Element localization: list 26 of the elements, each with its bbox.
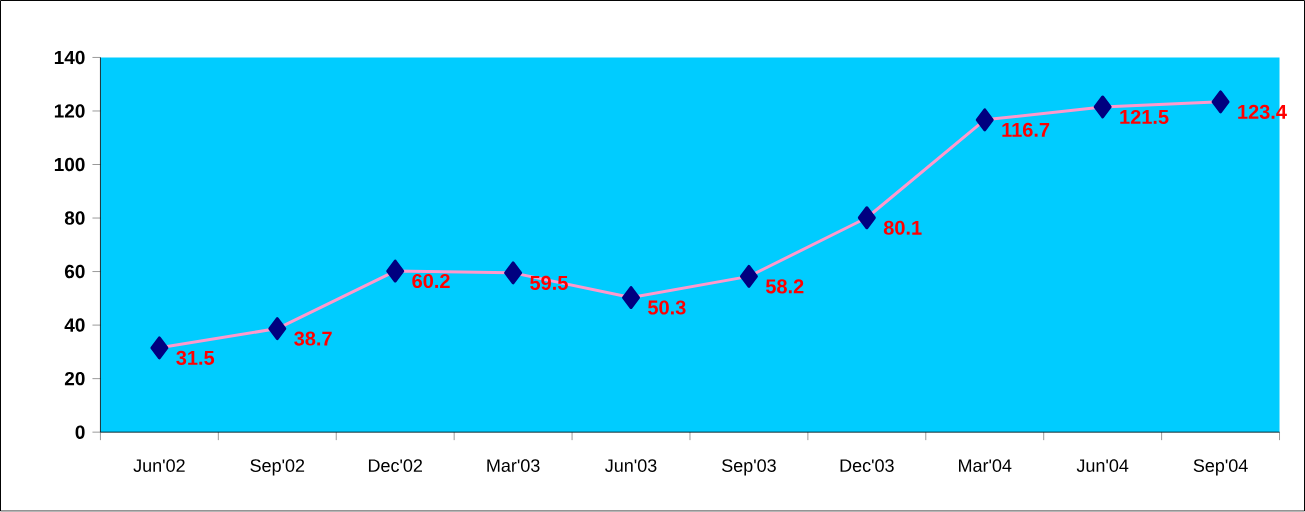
y-tick-label: 120 <box>54 104 85 118</box>
data-label: 121.5 <box>1120 110 1169 125</box>
data-label: 58.2 <box>765 279 804 294</box>
y-tick-label: 80 <box>64 211 85 225</box>
data-label: 80.1 <box>883 220 922 236</box>
x-tick-label: Jun'03 <box>605 459 657 473</box>
y-tick-label: 140 <box>54 50 85 65</box>
y-tick-label: 40 <box>64 318 85 333</box>
data-label: 31.5 <box>176 350 215 366</box>
x-tick-label: Sep'03 <box>722 459 776 476</box>
x-tick-label: Dec'03 <box>840 459 894 473</box>
data-label: 116.7 <box>1002 122 1050 138</box>
data-label: 38.7 <box>294 331 332 346</box>
data-label: 50.3 <box>648 300 686 315</box>
data-label: 60.2 <box>412 274 450 289</box>
x-tick-label: Mar'04 <box>959 459 1012 473</box>
y-tick-label: 0 <box>75 425 85 440</box>
y-tick-label: 100 <box>54 157 85 172</box>
x-tick-label: Sep'02 <box>250 459 305 476</box>
x-tick-label: Jun'04 <box>1076 459 1129 473</box>
x-tick-label: Dec'02 <box>368 459 422 473</box>
y-tick-label: 20 <box>64 372 85 386</box>
x-tick-label: Sep'04 <box>1193 459 1248 476</box>
y-tick-label: 60 <box>64 265 85 279</box>
x-tick-label: Jun'02 <box>133 459 185 473</box>
x-tick-label: Mar'03 <box>487 459 540 473</box>
